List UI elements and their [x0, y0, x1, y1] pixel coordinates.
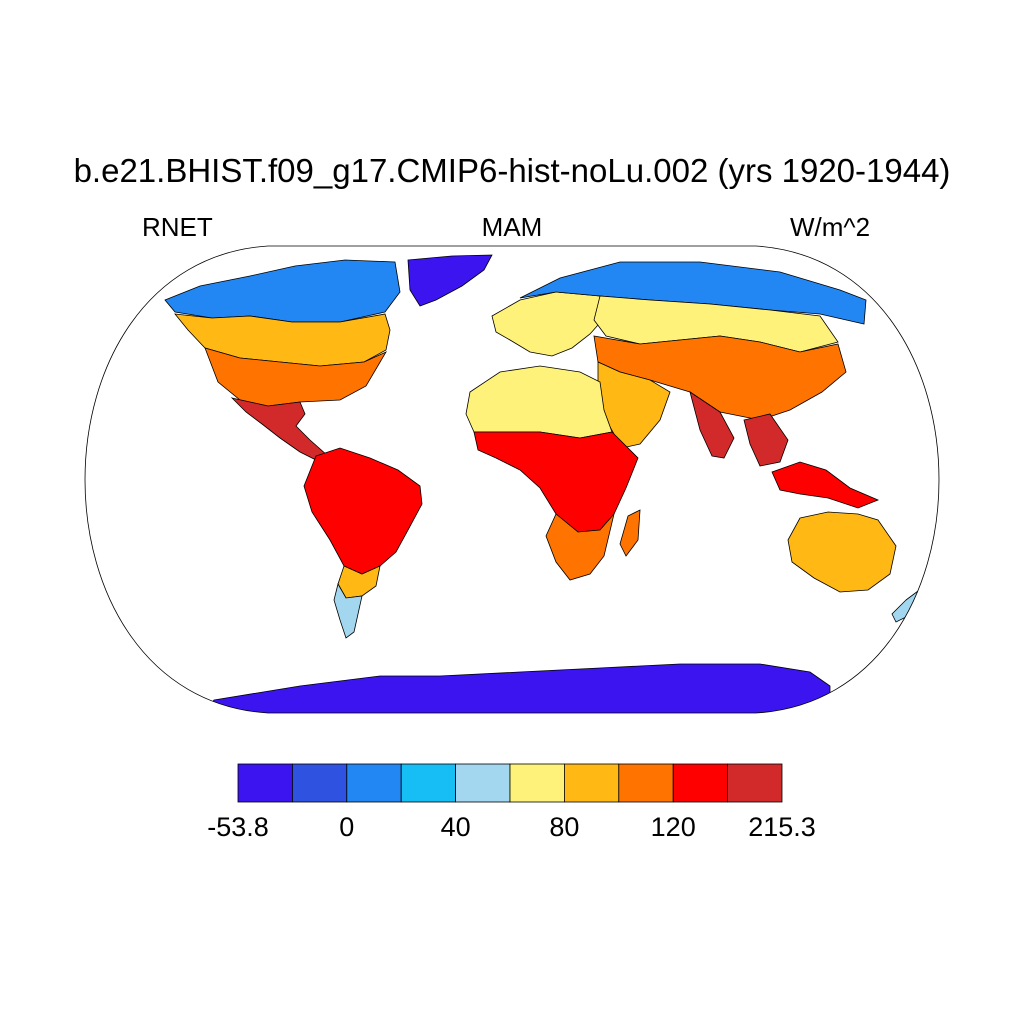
colorbar-tick-label: 120 [650, 812, 696, 842]
southern-africa-region [545, 513, 615, 581]
greenland-region [407, 254, 493, 307]
colorbar-swatch [564, 763, 620, 803]
colorbar-swatch [400, 763, 457, 803]
indonesia-region [771, 461, 880, 509]
colorbar-tick-label: 80 [549, 812, 580, 842]
colorbar [237, 763, 783, 803]
central-america-region [230, 397, 329, 463]
europe-region [491, 291, 607, 357]
antarctica-region [199, 663, 831, 713]
north-america-arctic-region [164, 259, 401, 323]
australia-region [787, 511, 897, 593]
center-subtitle: MAM [481, 212, 543, 242]
globe-outline [84, 245, 940, 714]
colorbar-swatch [727, 763, 783, 803]
india-region [689, 391, 735, 459]
sahara-region [465, 365, 613, 439]
left-subtitle: RNET [142, 212, 213, 242]
colorbar-swatch [455, 763, 511, 803]
units-subtitle: W/m^2 [790, 212, 871, 242]
colorbar-swatch [237, 763, 293, 803]
colorbar-swatch [291, 763, 348, 803]
colorbar-tick-label: 40 [440, 812, 471, 842]
colorbar-tick-label: 0 [339, 812, 355, 842]
plot-title: b.e21.BHIST.f09_g17.CMIP6-hist-noLu.002 … [73, 152, 951, 189]
colorbar-swatch [672, 763, 729, 803]
colorbar-swatch [509, 763, 565, 803]
colorbar-swatch [346, 763, 402, 803]
colorbar-swatch [618, 763, 674, 803]
southeast-asia-region [743, 413, 789, 467]
madagascar-region [619, 509, 641, 557]
colorbar-tick-label: 215.3 [748, 812, 816, 842]
south-america-region [303, 447, 423, 575]
patagonia-region [333, 582, 363, 639]
canada-region [174, 313, 391, 367]
colorbar-tick-label: -53.8 [207, 812, 269, 842]
